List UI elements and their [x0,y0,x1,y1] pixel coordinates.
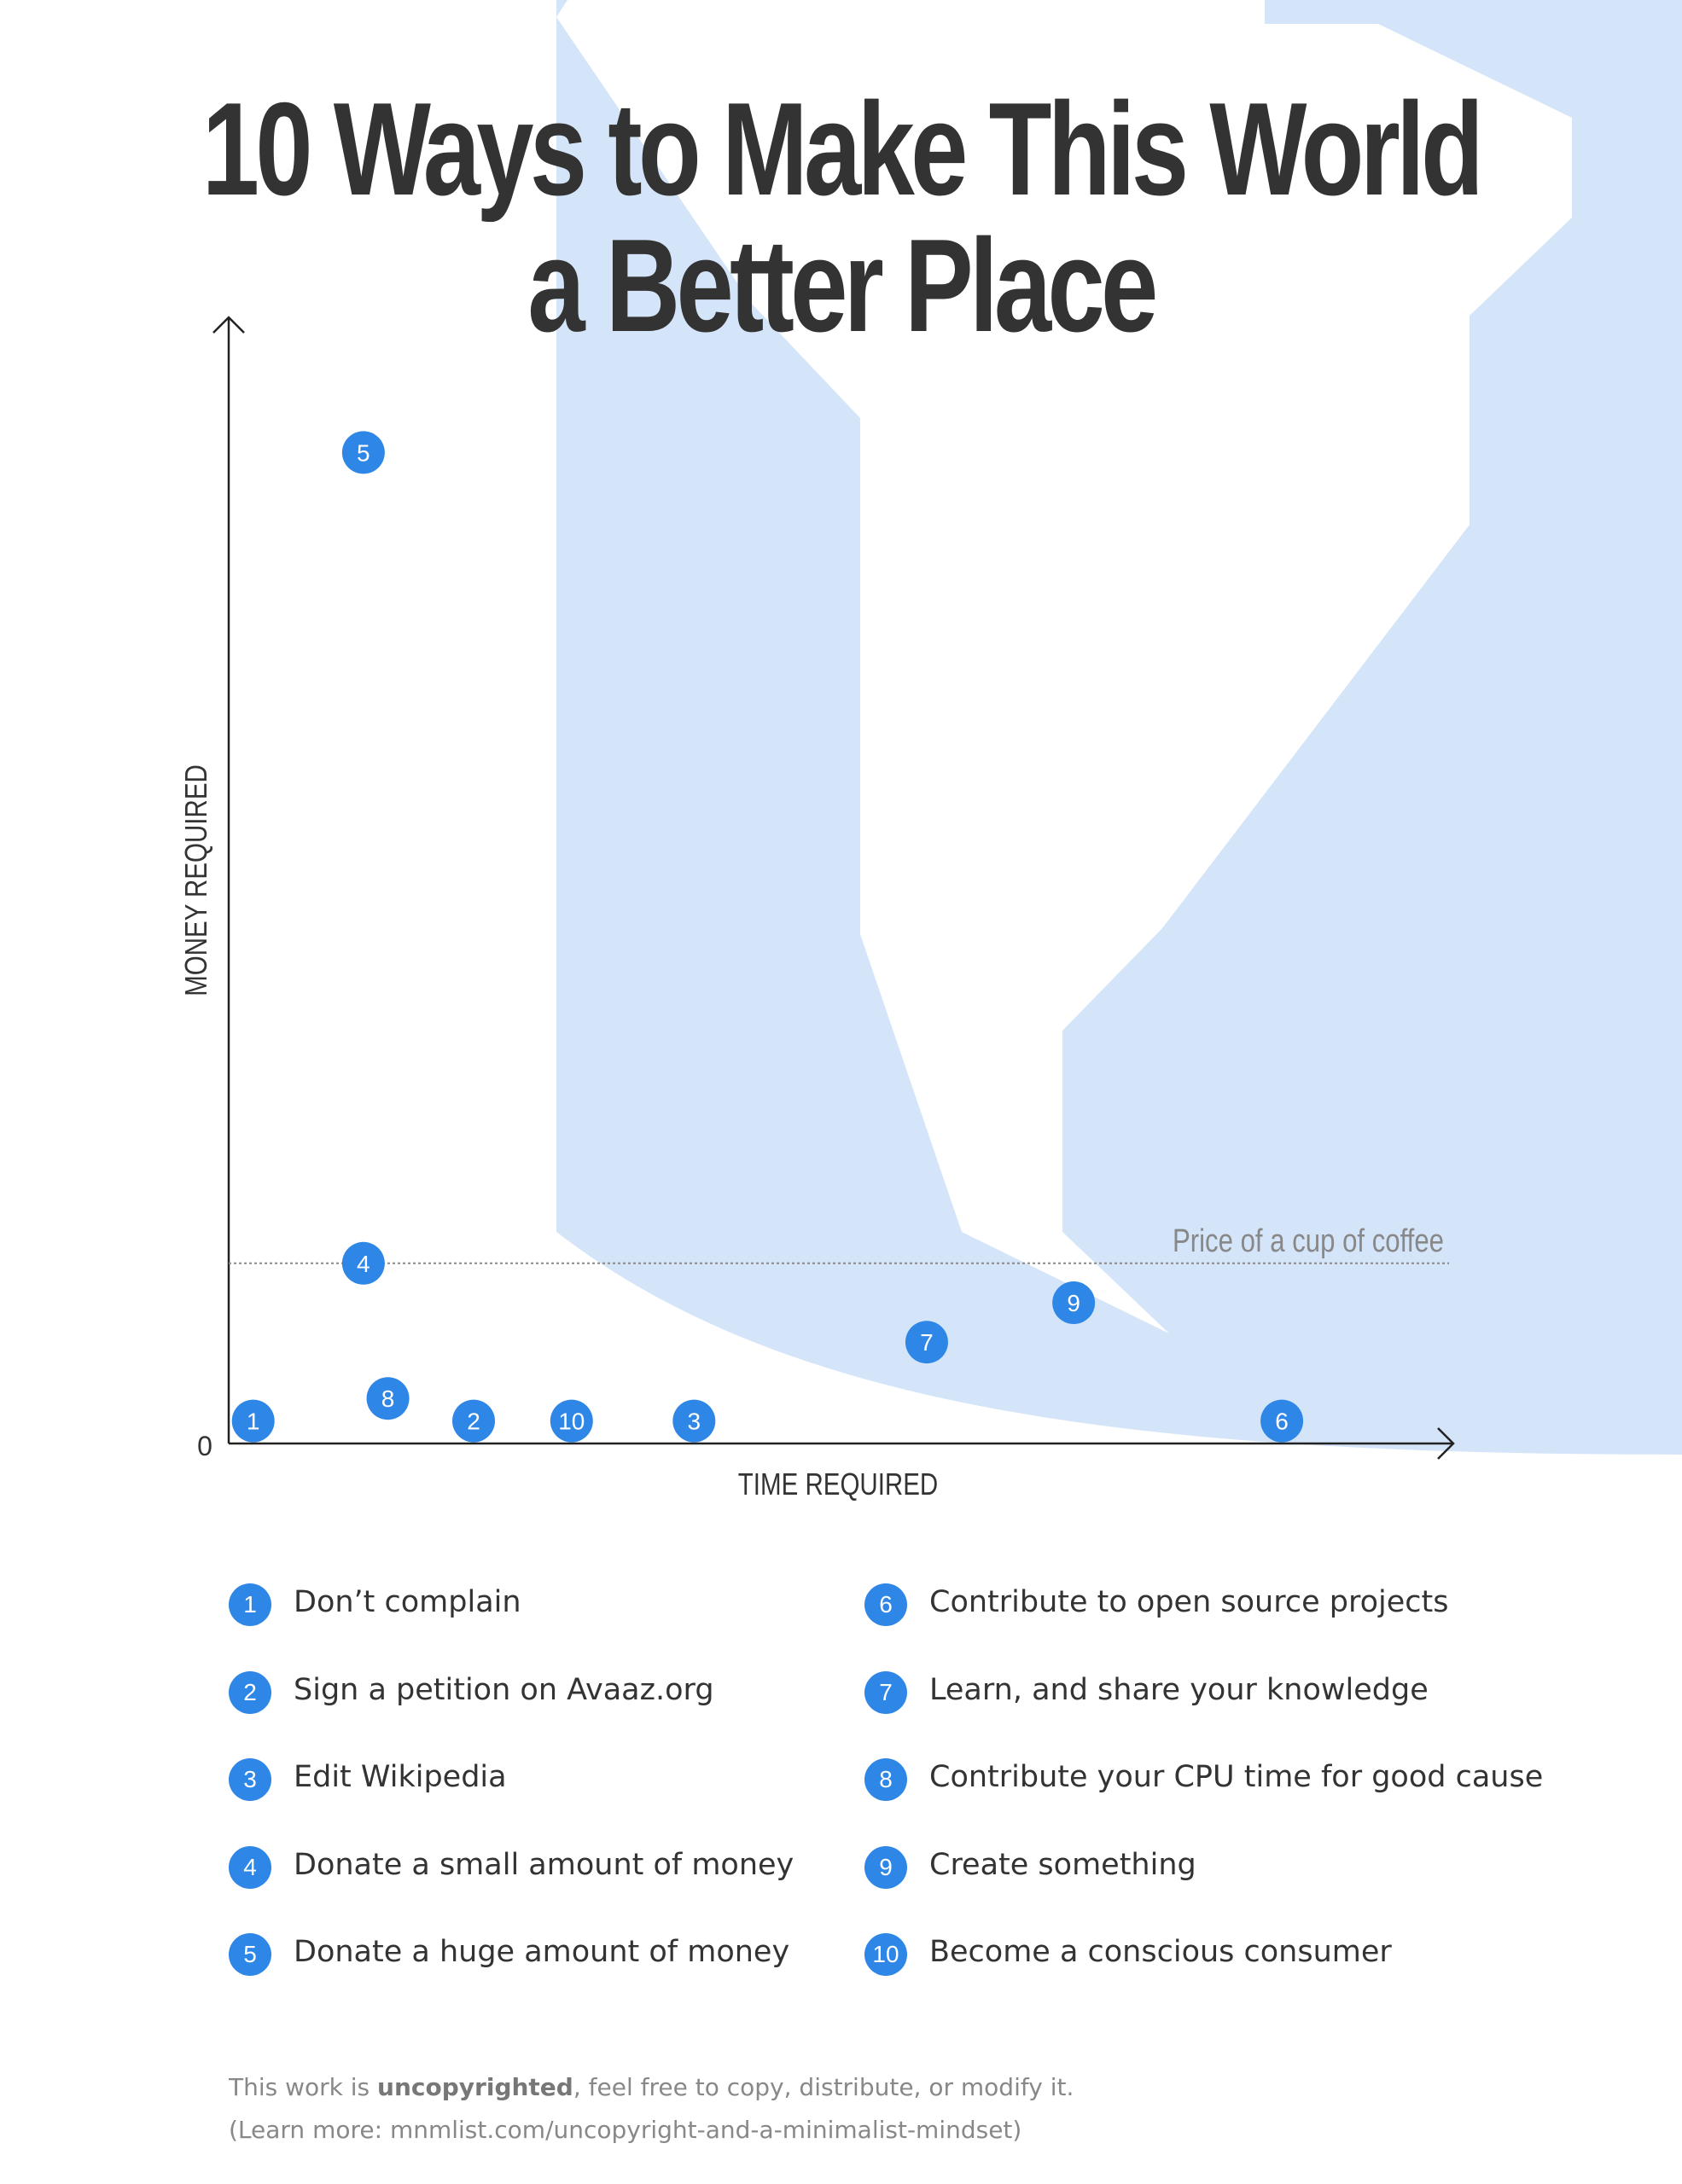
data-point-5: 5 [341,431,385,474]
data-point-2: 2 [452,1399,495,1443]
data-point-label: 4 [357,1251,370,1277]
legend-badge: 9 [864,1846,907,1889]
data-point-1: 1 [231,1399,275,1443]
data-point-label: 3 [688,1409,701,1435]
title-line-1: 10 Ways to Make This World [201,75,1484,223]
legend-badge: 8 [864,1758,907,1801]
data-point-marker [341,1241,385,1285]
legend-text: Create something [929,1848,1196,1882]
data-point-10: 10 [550,1399,593,1443]
legend-badge: 3 [229,1758,271,1801]
data-point-marker [341,431,385,474]
footer-line-1: This work is uncopyrighted, feel free to… [229,2066,1509,2109]
footer-bold: uncopyrighted [377,2073,573,2101]
origin-label: 0 [197,1431,212,1461]
data-point-label: 2 [467,1409,480,1435]
data-point-9: 9 [1052,1281,1096,1324]
data-point-3: 3 [672,1399,716,1443]
data-point-marker [1052,1281,1096,1324]
data-point-marker [452,1399,495,1443]
legend-badge: 6 [864,1583,907,1626]
x-axis [229,1427,1455,1460]
data-point-label: 6 [1275,1409,1289,1435]
footer-prefix: This work is [229,2073,378,2101]
footer-suffix: , feel free to copy, distribute, or modi… [573,2073,1074,2101]
scatter-chart: 0 TIME REQUIRED MONEY REQUIRED Price of … [178,316,1455,1502]
x-axis-label: TIME REQUIRED [738,1467,938,1501]
legend-text: Donate a small amount of money [294,1848,794,1882]
legend-badge: 7 [864,1671,907,1714]
data-point-marker [550,1399,593,1443]
data-point-label: 5 [357,439,370,466]
legend: 1 Don’t complain 2 Sign a petition on Av… [229,1577,1560,2037]
data-point-label: 8 [381,1385,395,1412]
legend-text: Learn, and share your knowledge [929,1673,1429,1707]
legend-badge: 4 [229,1846,271,1889]
data-point-label: 10 [558,1409,585,1435]
title-line-2: a Better Place [527,212,1158,359]
data-point-label: 1 [247,1409,260,1435]
data-point-6: 6 [1260,1399,1304,1443]
data-point-label: 9 [1067,1290,1080,1316]
page-title: 10 Ways to Make This World a Better Plac… [185,81,1497,354]
footer-line-2: (Learn more: mnmlist.com/uncopyright-and… [229,2116,1022,2144]
legend-badge: 2 [229,1671,271,1714]
reference-line-group: Price of a cup of coffee [229,1223,1449,1264]
footer: This work is uncopyrighted, feel free to… [229,2066,1509,2152]
data-point-marker [1260,1399,1304,1443]
y-axis-label: MONEY REQUIRED [178,764,212,996]
legend-badge: 10 [864,1933,907,1976]
data-point-8: 8 [366,1377,410,1420]
legend-text: Contribute your CPU time for good cause [929,1760,1544,1794]
data-point-4: 4 [341,1241,385,1285]
data-point-7: 7 [905,1321,948,1364]
legend-text: Don’t complain [294,1585,521,1619]
legend-text: Become a conscious consumer [929,1935,1392,1969]
y-axis [212,316,245,1443]
legend-text: Donate a huge amount of money [294,1935,790,1969]
legend-text: Sign a petition on Avaaz.org [294,1673,714,1707]
legend-text: Contribute to open source projects [929,1585,1449,1619]
data-point-marker [905,1321,948,1364]
data-point-marker [231,1399,275,1443]
reference-line-label: Price of a cup of coffee [1173,1223,1444,1259]
legend-badge: 5 [229,1933,271,1976]
data-points: 1 2 3 4 5 6 7 8 9 10 [231,431,1304,1443]
data-point-label: 7 [920,1329,934,1356]
globe-shape [229,0,1682,1455]
data-point-marker [366,1377,410,1420]
legend-text: Edit Wikipedia [294,1760,507,1794]
data-point-marker [672,1399,716,1443]
legend-badge: 1 [229,1583,271,1626]
